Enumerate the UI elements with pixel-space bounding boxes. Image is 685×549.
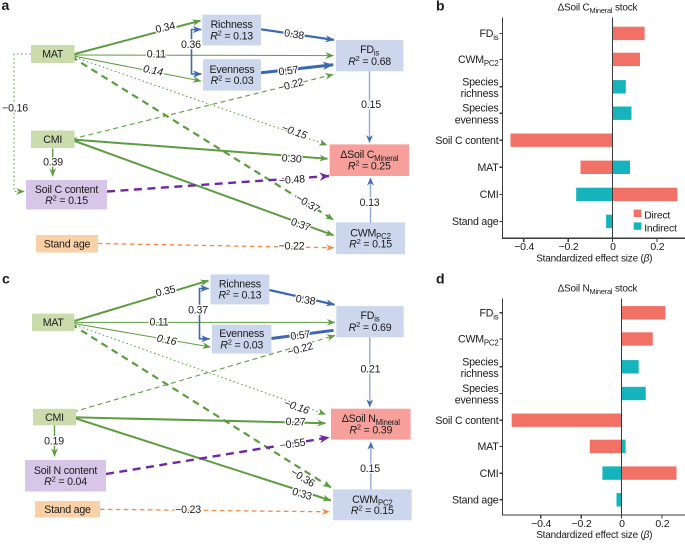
svg-text:R2 = 0.03: R2 = 0.03 <box>211 73 254 87</box>
svg-text:0.38: 0.38 <box>283 27 305 42</box>
svg-text:0.37: 0.37 <box>188 305 208 317</box>
svg-text:−0.4: −0.4 <box>531 518 551 530</box>
svg-text:Soil C content: Soil C content <box>435 135 498 147</box>
svg-text:MAT: MAT <box>478 162 500 174</box>
svg-text:Species: Species <box>462 356 498 368</box>
svg-text:Soil C content: Soil C content <box>435 415 498 427</box>
svg-text:richness: richness <box>461 368 499 380</box>
svg-text:0.38: 0.38 <box>295 293 317 308</box>
svg-text:0.57: 0.57 <box>290 329 311 343</box>
svg-text:evenness: evenness <box>455 114 499 126</box>
svg-text:Species: Species <box>462 103 498 115</box>
svg-text:evenness: evenness <box>455 395 499 407</box>
svg-text:R2 = 0.69: R2 = 0.69 <box>349 320 392 334</box>
svg-text:Standardized effect size (β): Standardized effect size (β) <box>536 530 652 541</box>
svg-text:CMI: CMI <box>45 412 64 424</box>
svg-text:−0.55: −0.55 <box>279 437 307 453</box>
svg-text:richness: richness <box>461 88 499 100</box>
svg-text:0.2: 0.2 <box>650 241 664 253</box>
svg-text:−0.4: −0.4 <box>514 241 534 253</box>
svg-text:0.13: 0.13 <box>360 197 380 209</box>
svg-text:0.14: 0.14 <box>142 63 164 79</box>
svg-text:Evenness: Evenness <box>219 328 264 340</box>
svg-text:−0.2: −0.2 <box>572 518 592 530</box>
svg-text:Stand age: Stand age <box>44 238 91 250</box>
svg-text:0.57: 0.57 <box>278 64 299 78</box>
svg-text:b: b <box>436 0 444 13</box>
svg-text:−0.48: −0.48 <box>279 173 306 187</box>
svg-text:Stand age: Stand age <box>452 216 499 228</box>
svg-text:Soil N content: Soil N content <box>34 465 97 477</box>
svg-text:Standardized effect size (β): Standardized effect size (β) <box>536 253 652 264</box>
svg-text:0.21: 0.21 <box>360 364 380 376</box>
svg-text:R2 = 0.13: R2 = 0.13 <box>219 288 262 302</box>
svg-text:CMI: CMI <box>480 468 499 480</box>
svg-text:R2 = 0.03: R2 = 0.03 <box>220 338 263 352</box>
svg-text:0.36: 0.36 <box>181 39 201 51</box>
svg-text:0.34: 0.34 <box>154 20 176 36</box>
svg-text:Species: Species <box>462 76 498 88</box>
svg-text:Species: Species <box>462 383 498 395</box>
svg-text:R2 = 0.39: R2 = 0.39 <box>349 423 392 437</box>
svg-text:−0.16: −0.16 <box>2 102 28 114</box>
svg-text:MAT: MAT <box>42 49 64 61</box>
svg-text:0: 0 <box>619 518 625 530</box>
svg-text:0.35: 0.35 <box>155 283 177 299</box>
svg-text:R2 = 0.04: R2 = 0.04 <box>44 474 87 488</box>
svg-text:−0.23: −0.23 <box>175 504 201 516</box>
svg-text:Richness: Richness <box>219 278 261 290</box>
svg-text:0.15: 0.15 <box>361 99 381 111</box>
svg-text:a: a <box>2 0 10 13</box>
svg-text:0.2: 0.2 <box>655 518 669 530</box>
svg-text:Stand age: Stand age <box>452 495 499 507</box>
svg-text:0.15: 0.15 <box>360 463 380 475</box>
svg-text:CMI: CMI <box>480 189 499 201</box>
svg-text:c: c <box>2 271 10 287</box>
svg-text:Soil C content: Soil C content <box>35 184 98 196</box>
svg-text:ΔSoil CMineral stock: ΔSoil CMineral stock <box>558 2 639 15</box>
svg-text:−0.2: −0.2 <box>559 241 579 253</box>
svg-text:R2 = 0.13: R2 = 0.13 <box>210 29 253 43</box>
svg-text:R2 = 0.15: R2 = 0.15 <box>45 193 88 207</box>
svg-text:d: d <box>436 271 444 287</box>
svg-text:0.27: 0.27 <box>285 416 306 429</box>
svg-text:Indirect: Indirect <box>644 223 677 234</box>
svg-text:CMI: CMI <box>43 134 62 146</box>
svg-text:0.16: 0.16 <box>156 333 178 349</box>
svg-text:0.39: 0.39 <box>43 157 63 169</box>
svg-text:0: 0 <box>610 241 616 253</box>
svg-text:Direct: Direct <box>644 211 670 222</box>
svg-text:0.19: 0.19 <box>44 436 64 448</box>
svg-text:MAT: MAT <box>478 441 500 453</box>
svg-text:ΔSoil NMineral stock: ΔSoil NMineral stock <box>558 283 639 296</box>
svg-text:R2 = 0.68: R2 = 0.68 <box>348 54 391 68</box>
svg-text:0.11: 0.11 <box>147 48 166 60</box>
svg-text:R2 = 0.15: R2 = 0.15 <box>351 503 394 517</box>
svg-text:R2 = 0.25: R2 = 0.25 <box>348 159 391 173</box>
svg-text:Richness: Richness <box>211 19 253 31</box>
svg-text:Evenness: Evenness <box>210 64 255 76</box>
svg-text:0.11: 0.11 <box>149 317 168 329</box>
svg-text:−0.22: −0.22 <box>279 240 305 252</box>
svg-text:Stand age: Stand age <box>44 504 91 516</box>
svg-text:MAT: MAT <box>43 317 65 329</box>
svg-text:0.30: 0.30 <box>281 152 302 165</box>
svg-text:R2 = 0.15: R2 = 0.15 <box>349 237 392 251</box>
